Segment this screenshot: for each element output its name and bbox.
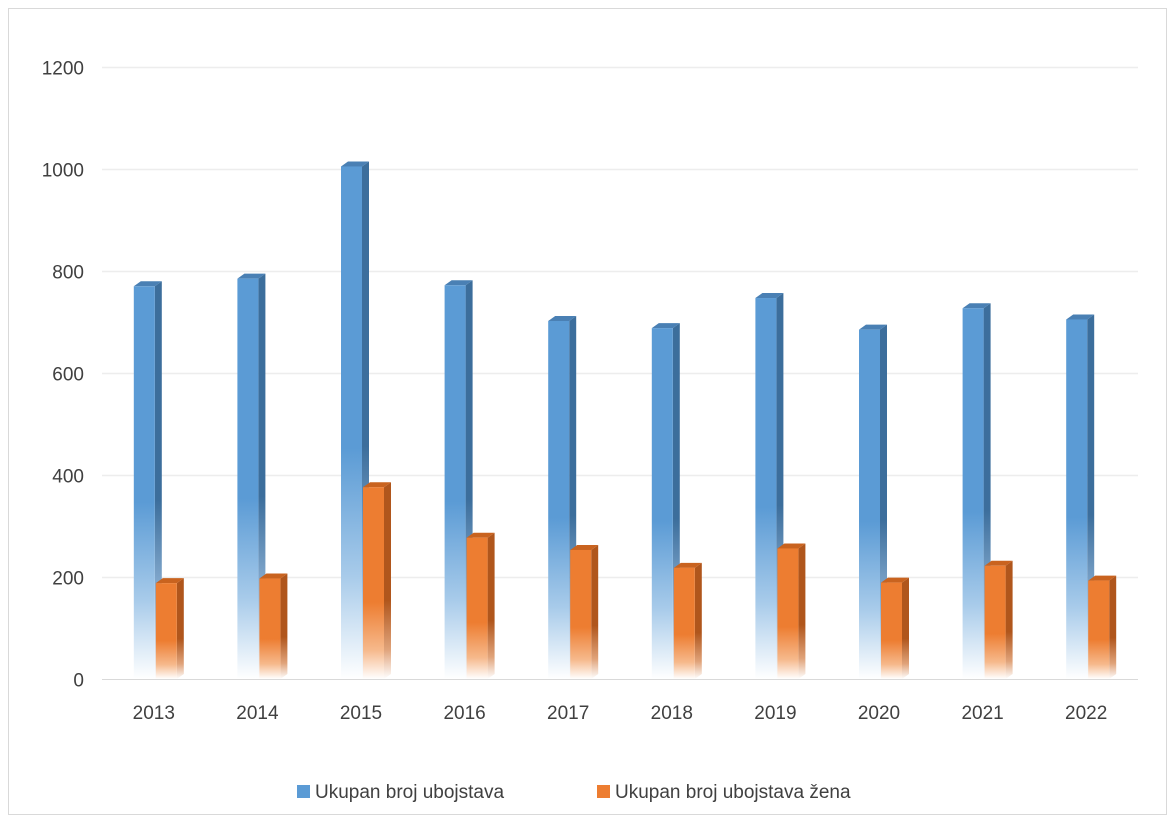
x-tick-label: 2021 — [961, 703, 1003, 724]
bar-female-homicides — [570, 544, 599, 679]
bar-total-homicides — [651, 323, 680, 679]
y-tick-label: 600 — [52, 365, 84, 386]
bar-female-homicides — [466, 532, 495, 679]
legend-label: Ukupan broj ubojstava — [315, 782, 504, 803]
y-tick-label: 1200 — [42, 59, 84, 80]
x-tick-label: 2013 — [133, 703, 175, 724]
legend-item: Ukupan broj ubojstava — [297, 782, 504, 803]
y-axis-tick-labels: 0 200 400 600 800 1000 1200 — [42, 59, 84, 692]
legend-label: Ukupan broj ubojstava žena — [615, 782, 851, 803]
y-tick-label: 1000 — [42, 161, 84, 182]
bar-female-homicides — [259, 573, 288, 679]
x-tick-label: 2015 — [340, 703, 382, 724]
bar-female-homicides — [984, 560, 1013, 679]
bars — [133, 161, 1117, 679]
bar-total-homicides — [133, 281, 162, 679]
y-tick-label: 200 — [52, 569, 84, 590]
x-tick-label: 2016 — [443, 703, 485, 724]
legend: Ukupan broj ubojstava Ukupan broj ubojsta… — [297, 782, 851, 803]
x-tick-label: 2019 — [754, 703, 796, 724]
x-tick-label: 2014 — [236, 703, 279, 724]
x-axis-tick-labels: 2013 2014 2015 2016 2017 2018 2019 2020 2021 2022 — [133, 703, 1108, 724]
bar-female-homicides — [881, 577, 909, 679]
bar-female-homicides — [1088, 575, 1117, 679]
y-tick-label: 800 — [52, 263, 84, 284]
bar-total-homicides — [237, 273, 266, 679]
bar-female-homicides — [673, 562, 702, 679]
x-tick-label: 2020 — [858, 703, 900, 724]
legend-item: Ukupan broj ubojstava žena — [597, 782, 851, 803]
bar-female-homicides — [363, 482, 391, 679]
legend-swatch — [297, 785, 310, 798]
bar-female-homicides — [155, 578, 184, 679]
x-tick-label: 2018 — [651, 703, 693, 724]
y-tick-label: 400 — [52, 467, 84, 488]
y-tick-label: 0 — [73, 671, 84, 692]
x-tick-label: 2017 — [547, 703, 589, 724]
bar-female-homicides — [777, 543, 806, 679]
chart-border — [8, 8, 1167, 815]
x-tick-label: 2022 — [1065, 703, 1107, 724]
legend-swatch — [597, 785, 610, 798]
